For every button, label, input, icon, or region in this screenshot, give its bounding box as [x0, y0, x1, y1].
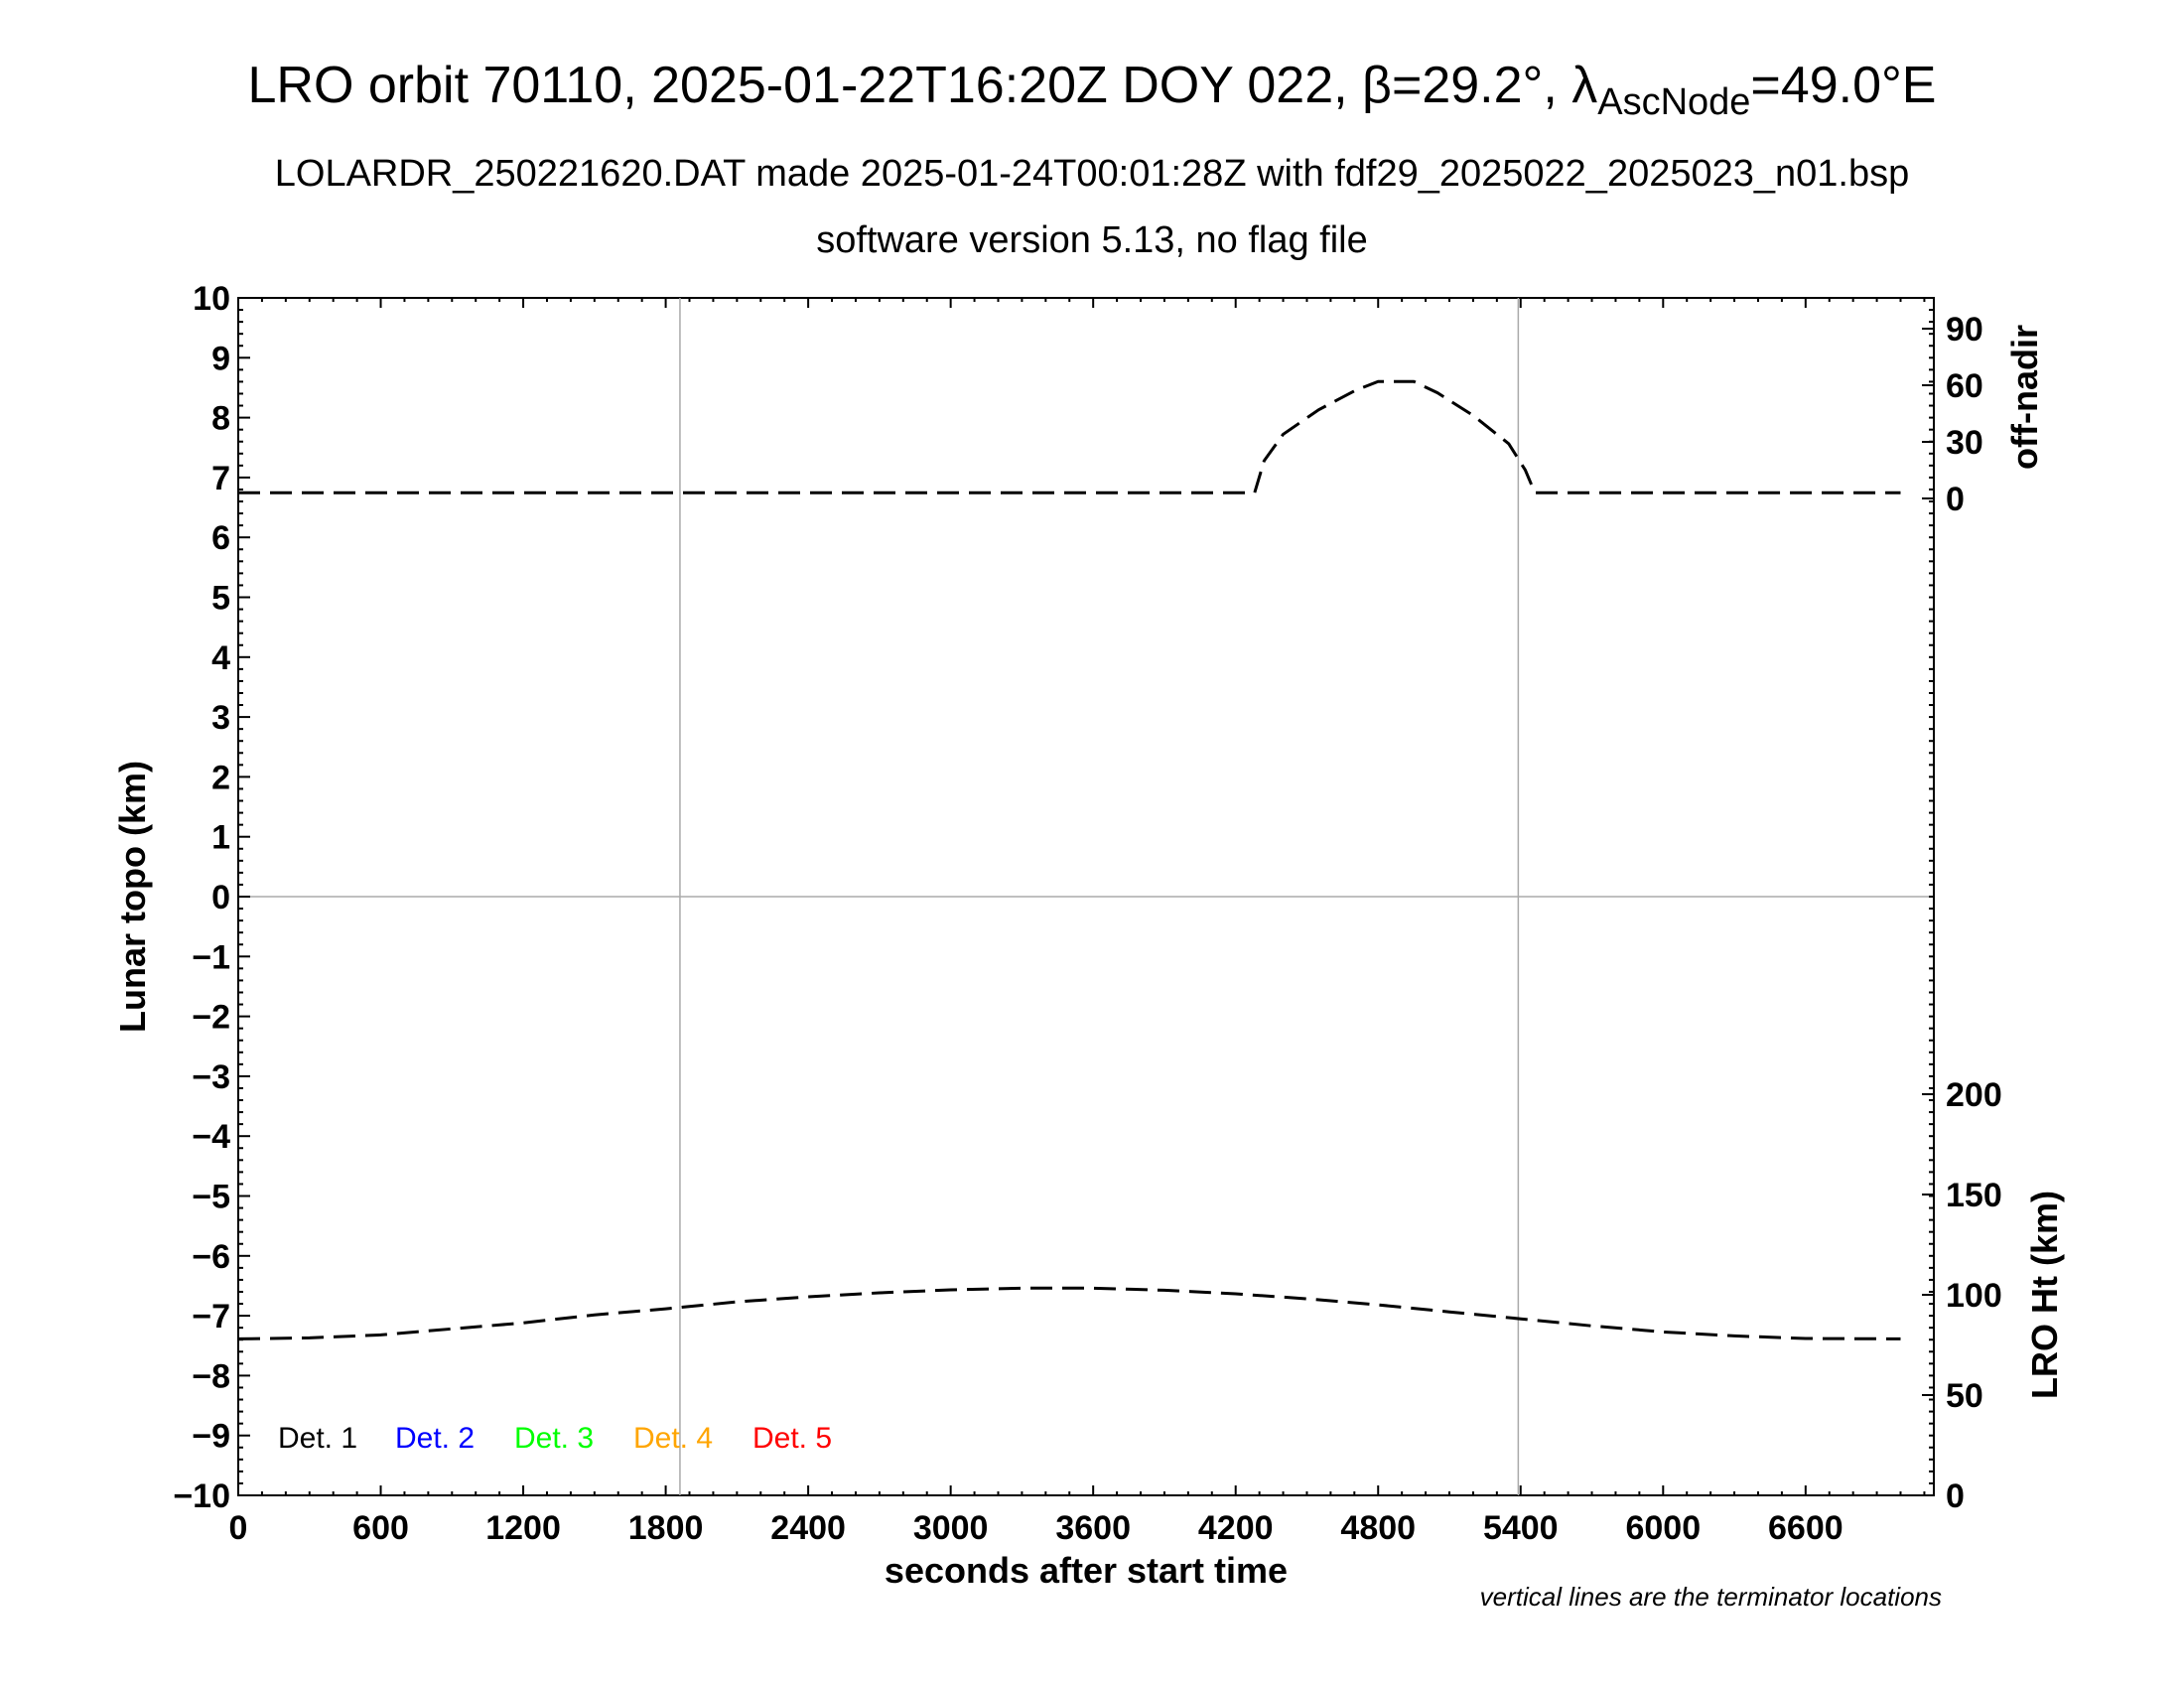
legend-item: Det. 1 [278, 1422, 357, 1455]
y-tick-label: −4 [192, 1118, 230, 1156]
lro-height-tick-label: 50 [1946, 1377, 1983, 1415]
x-tick-label: 4200 [1198, 1509, 1274, 1547]
x-tick-label: 1200 [485, 1509, 561, 1547]
lro-height-series-line [237, 1286, 1901, 1340]
x-axis-label: seconds after start time [885, 1550, 1288, 1591]
x-tick-label: 1800 [628, 1509, 704, 1547]
legend-item: Det. 2 [395, 1422, 475, 1455]
y-axis-label: Lunar topo (km) [112, 761, 153, 1033]
y-tick-label: 9 [211, 340, 230, 377]
legend-item: Det. 3 [514, 1422, 594, 1455]
y-tick-label: −7 [192, 1298, 230, 1336]
y-tick-label: −3 [192, 1058, 230, 1096]
y-tick-label: −10 [173, 1477, 230, 1515]
y-tick-label: 3 [211, 699, 230, 737]
x-tick-label: 2400 [770, 1509, 846, 1547]
series-layer [237, 379, 1901, 1340]
off-nadir-tick-label: 0 [1946, 481, 1965, 518]
lro-height-tick-label: 200 [1946, 1076, 2002, 1114]
legend: Det. 1 Det. 2 Det. 3 Det. 4 Det. 5 [278, 1422, 832, 1455]
chart-title: LRO orbit 70110, 2025-01-22T16:20Z DOY 0… [248, 57, 1937, 123]
lro-height-tick-label: 100 [1946, 1277, 2002, 1315]
legend-item: Det. 4 [633, 1422, 713, 1455]
x-tick-label: 5400 [1483, 1509, 1559, 1547]
x-tick-label: 3000 [913, 1509, 989, 1547]
y-tick-label: 6 [211, 519, 230, 557]
terminator-note: vertical lines are the terminator locati… [1480, 1582, 1942, 1612]
y-tick-label: −1 [192, 938, 230, 976]
x-tick-label: 600 [352, 1509, 409, 1547]
x-tick-label: 3600 [1055, 1509, 1131, 1547]
y-tick-label: −5 [192, 1179, 230, 1216]
chart-subtitle-line2: software version 5.13, no flag file [816, 219, 1368, 261]
y-tick-label: −6 [192, 1238, 230, 1276]
x-tick-label: 6600 [1768, 1509, 1843, 1547]
x-tick-label: 6000 [1625, 1509, 1701, 1547]
tick-label-layer: 0 600 1200 1800 2400 3000 3600 4200 4800 5400 6000… [173, 280, 2001, 1547]
lro-height-tick-label: 150 [1946, 1177, 2002, 1214]
y-tick-label: 7 [211, 460, 230, 497]
chart-subtitle-line1: LOLARDR_250221620.DAT made 2025-01-24T00… [275, 153, 1910, 195]
lro-height-tick-label: 0 [1946, 1477, 1965, 1515]
off-nadir-series-line [238, 379, 1901, 494]
y-tick-label: −2 [192, 999, 230, 1037]
y-tick-label: 0 [211, 879, 230, 916]
y-tick-label: −9 [192, 1418, 230, 1456]
y-tick-label: 8 [211, 400, 230, 438]
x-tick-label: 4800 [1340, 1509, 1416, 1547]
off-nadir-tick-label: 30 [1946, 424, 1983, 462]
y-tick-label: 4 [211, 639, 230, 677]
y-tick-label: 1 [211, 819, 230, 857]
x-tick-label: 0 [229, 1509, 248, 1547]
off-nadir-tick-label: 90 [1946, 311, 1983, 349]
legend-item: Det. 5 [752, 1422, 832, 1455]
right-axis-label-lro-height: LRO Ht (km) [2024, 1191, 2065, 1399]
right-axis-label-off-nadir: off-nadir [2004, 325, 2045, 470]
y-tick-label: −8 [192, 1357, 230, 1395]
grid-layer [238, 298, 1934, 1495]
y-tick-label: 10 [193, 280, 230, 318]
y-tick-label: 5 [211, 580, 230, 618]
tick-layer [237, 297, 1934, 1496]
y-tick-label: 2 [211, 759, 230, 796]
off-nadir-tick-label: 60 [1946, 367, 1983, 405]
